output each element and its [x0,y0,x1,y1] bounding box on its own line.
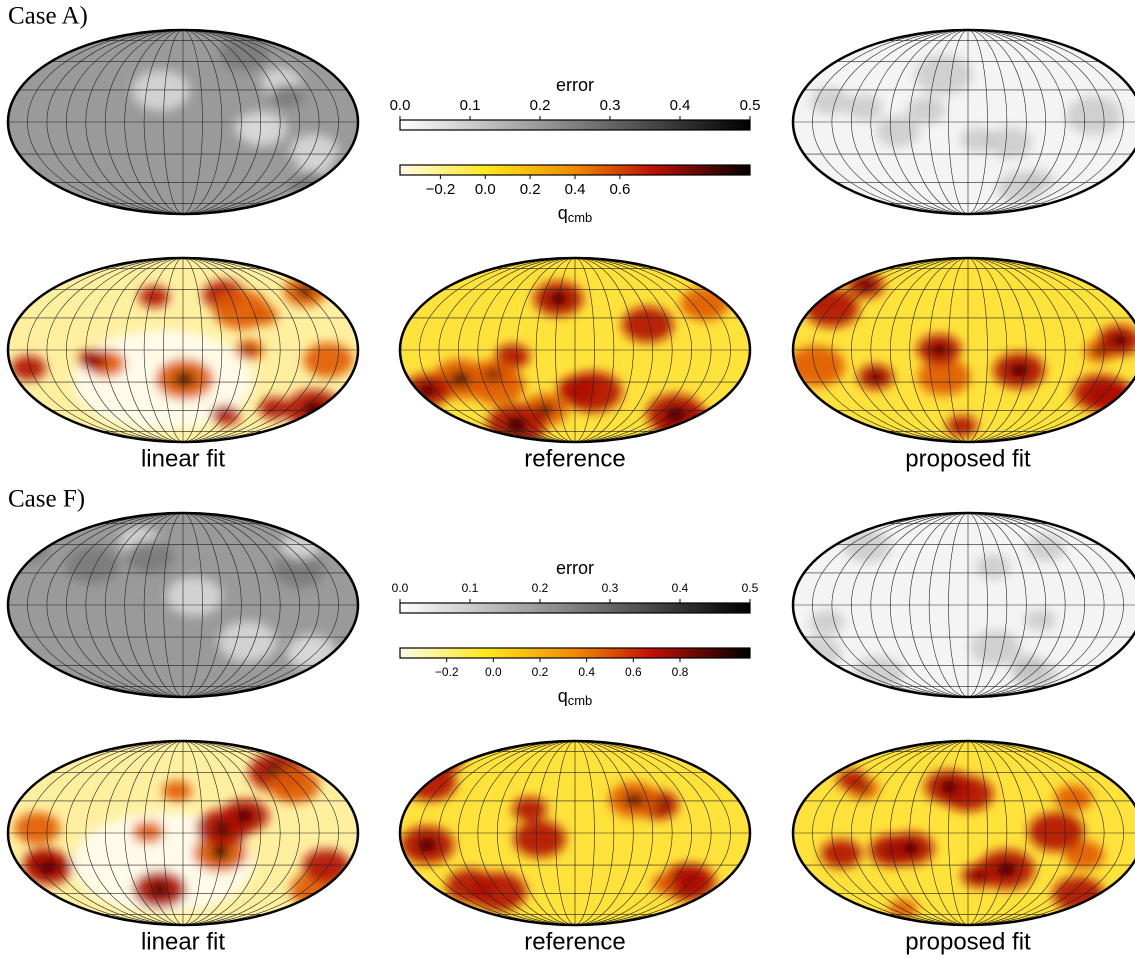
colorbar-tick-label: 0.0 [390,97,411,114]
colorbar-tick-label: 0.2 [532,665,549,679]
map-label: reference [524,928,625,955]
colorbar-tick-label: 0.4 [670,97,691,114]
colorbar-tick-label: 0.1 [460,97,481,114]
colorbar-tick-label: 0.2 [530,97,551,114]
colorbar-tick-label: −0.2 [426,181,456,198]
colorbar-tick-label: 0.8 [672,665,689,679]
colorbar-tick-label: 0.4 [672,581,689,595]
colorbar-title: qcmb [558,686,593,709]
map-label: proposed fit [905,445,1031,472]
colorbar-tick-label: 0.3 [602,581,619,595]
figure: Case A) error 0.0 0.1 0.2 0.3 0.4 0.5 −0.2 0.0 0.2… [0,0,1135,958]
case-label: Case A) [8,3,88,30]
colorbar-tick-label: 0.5 [740,97,761,114]
colorbar-tick-label: 0.0 [475,181,496,198]
colorbar-tick-label: 0.2 [532,581,549,595]
map-label: reference [524,445,625,472]
colorbar-tick-label: 0.0 [392,581,409,595]
colorbar-tick-label: 0.6 [625,665,642,679]
colorbar-tick-label: 0.4 [578,665,595,679]
colorbar [400,120,750,130]
case-panel: Case A) error 0.0 0.1 0.2 0.3 0.4 0.5 −0.2 0.0 0.2… [8,3,1135,473]
colorbar-title: error [556,558,594,578]
colorbar-title: error [556,75,594,95]
colorbar-tick-label: 0.0 [485,665,502,679]
colorbar-tick-label: −0.2 [435,665,459,679]
case-label: Case F) [8,486,85,513]
colorbar-tick-label: 0.2 [520,181,541,198]
map [400,258,750,447]
colorbar-title: qcmb [558,203,593,226]
colorbar [400,165,750,175]
case-panel: Case F) error 0.0 0.1 0.2 0.3 0.4 0.5 −0.2 0.0 0.2… [8,486,1135,956]
map-label: linear fit [141,928,225,955]
colorbar [400,648,750,658]
map [787,258,1135,443]
colorbar-tick-label: 0.1 [462,581,479,595]
colorbar-tick-label: 0.3 [600,97,621,114]
colorbar-tick-label: 0.5 [742,581,759,595]
colorbar-tick-label: 0.6 [609,181,630,198]
map-label: linear fit [141,445,225,472]
map-label: proposed fit [905,928,1031,955]
map [400,737,750,925]
colorbar-tick-label: 0.4 [565,181,586,198]
colorbar [400,603,750,613]
